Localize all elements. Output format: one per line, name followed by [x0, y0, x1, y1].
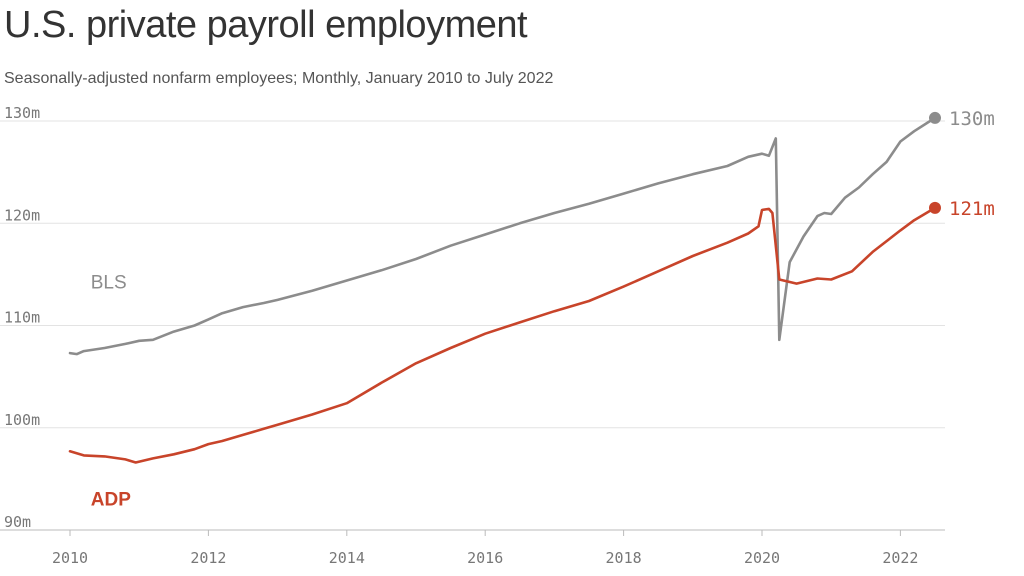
y-tick-label: 100m	[4, 411, 40, 429]
series-line-adp	[68, 206, 937, 464]
chart-title: U.S. private payroll employment	[4, 4, 528, 46]
series-name-label-bls: BLS	[91, 273, 127, 294]
x-tick-label: 2018	[606, 549, 642, 567]
y-tick-label: 110m	[4, 309, 40, 327]
y-tick-label: 90m	[4, 513, 31, 531]
series-end-label-adp: 121m	[949, 198, 995, 220]
y-tick-label: 130m	[4, 104, 40, 122]
x-tick-label: 2010	[52, 549, 88, 567]
x-tick-label: 2020	[744, 549, 780, 567]
x-tick-label: 2016	[467, 549, 503, 567]
x-tick-label: 2014	[329, 549, 365, 567]
x-tick-label: 2022	[882, 549, 918, 567]
y-tick-label: 120m	[4, 206, 40, 224]
series-name-label-adp: ADP	[91, 489, 131, 510]
series-end-label-bls: 130m	[949, 108, 995, 130]
x-tick-label: 2012	[190, 549, 226, 567]
series-line-bls	[68, 116, 937, 356]
series-end-dot-adp	[929, 201, 941, 214]
series-end-dot-bls	[929, 111, 941, 124]
chart-subtitle: Seasonally-adjusted nonfarm employees; M…	[4, 70, 554, 87]
